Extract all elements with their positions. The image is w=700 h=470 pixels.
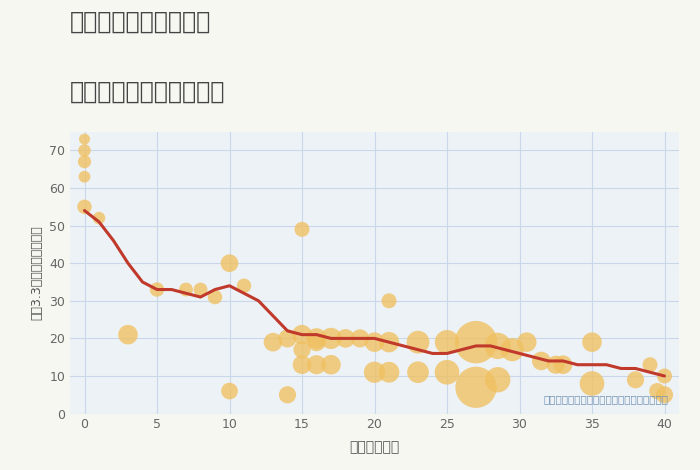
Point [151,286,162,293]
Text: 円の大きさは、取引のあった物件面積を示す: 円の大きさは、取引のあった物件面積を示す [544,394,668,404]
Point [79,135,90,143]
Point [296,331,307,338]
Point [340,335,351,342]
Point [195,286,206,293]
Point [369,338,380,346]
Point [659,391,670,399]
Point [79,158,90,165]
Point [224,387,235,395]
Point [311,335,322,342]
X-axis label: 築年数（年）: 築年数（年） [349,440,400,454]
Point [122,331,134,338]
Point [326,335,337,342]
Y-axis label: 坪（3.3㎡）単価（万円）: 坪（3.3㎡）単価（万円） [31,225,43,320]
Point [470,338,482,346]
Point [369,368,380,376]
Point [326,361,337,368]
Point [239,282,250,290]
Point [181,286,192,293]
Point [79,173,90,180]
Text: 築年数別中古戸建て価格: 築年数別中古戸建て価格 [70,80,225,104]
Point [267,338,279,346]
Point [311,338,322,346]
Point [442,368,453,376]
Point [536,357,547,365]
Point [587,380,598,387]
Point [79,203,90,211]
Point [442,338,453,346]
Point [311,361,322,368]
Point [384,297,395,305]
Point [507,346,518,353]
Point [470,384,482,391]
Point [659,372,670,380]
Point [354,335,365,342]
Point [282,391,293,399]
Point [492,376,503,384]
Point [93,214,104,222]
Point [492,342,503,350]
Point [384,368,395,376]
Point [630,376,641,384]
Point [645,361,656,368]
Point [587,338,598,346]
Point [412,338,423,346]
Point [296,361,307,368]
Point [282,335,293,342]
Text: 三重県伊賀市上友田の: 三重県伊賀市上友田の [70,9,211,33]
Point [296,226,307,233]
Point [521,338,532,346]
Point [209,293,220,301]
Point [652,387,663,395]
Point [224,259,235,267]
Point [79,147,90,154]
Point [296,346,307,353]
Point [412,368,423,376]
Point [384,338,395,346]
Point [550,361,561,368]
Point [557,361,568,368]
